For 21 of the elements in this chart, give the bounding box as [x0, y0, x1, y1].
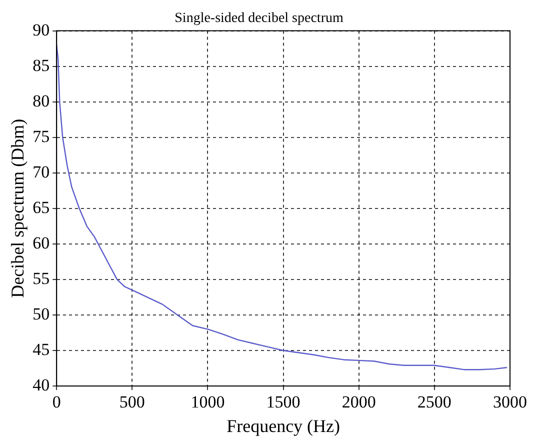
x-tick-label: 0 [52, 392, 61, 412]
x-tick-label: 500 [119, 392, 145, 412]
y-axis-title: Decibel spectrum (Dbm) [8, 118, 28, 298]
y-tick-label: 45 [32, 340, 50, 359]
y-tick-label: 65 [32, 198, 50, 217]
y-tick-label: 70 [32, 162, 50, 182]
y-tick-label: 40 [32, 375, 50, 394]
x-tick-label: 1000 [190, 392, 225, 412]
y-tick-label: 80 [32, 91, 50, 110]
x-axis-title: Frequency (Hz) [226, 416, 340, 436]
x-tick-label: 1500 [266, 392, 300, 412]
chart-title: Single-sided decibel spectrum [174, 11, 344, 26]
y-tick-label: 60 [32, 233, 50, 252]
y-tick-label: 75 [32, 126, 50, 146]
y-tick-label: 50 [32, 304, 50, 324]
x-tick-label: 3000 [493, 392, 527, 412]
y-tick-label: 85 [32, 56, 50, 75]
x-tick-label: 2000 [342, 392, 376, 412]
x-tick-label: 2500 [417, 392, 452, 412]
y-tick-label: 90 [32, 20, 50, 40]
y-tick-label: 55 [32, 268, 50, 288]
